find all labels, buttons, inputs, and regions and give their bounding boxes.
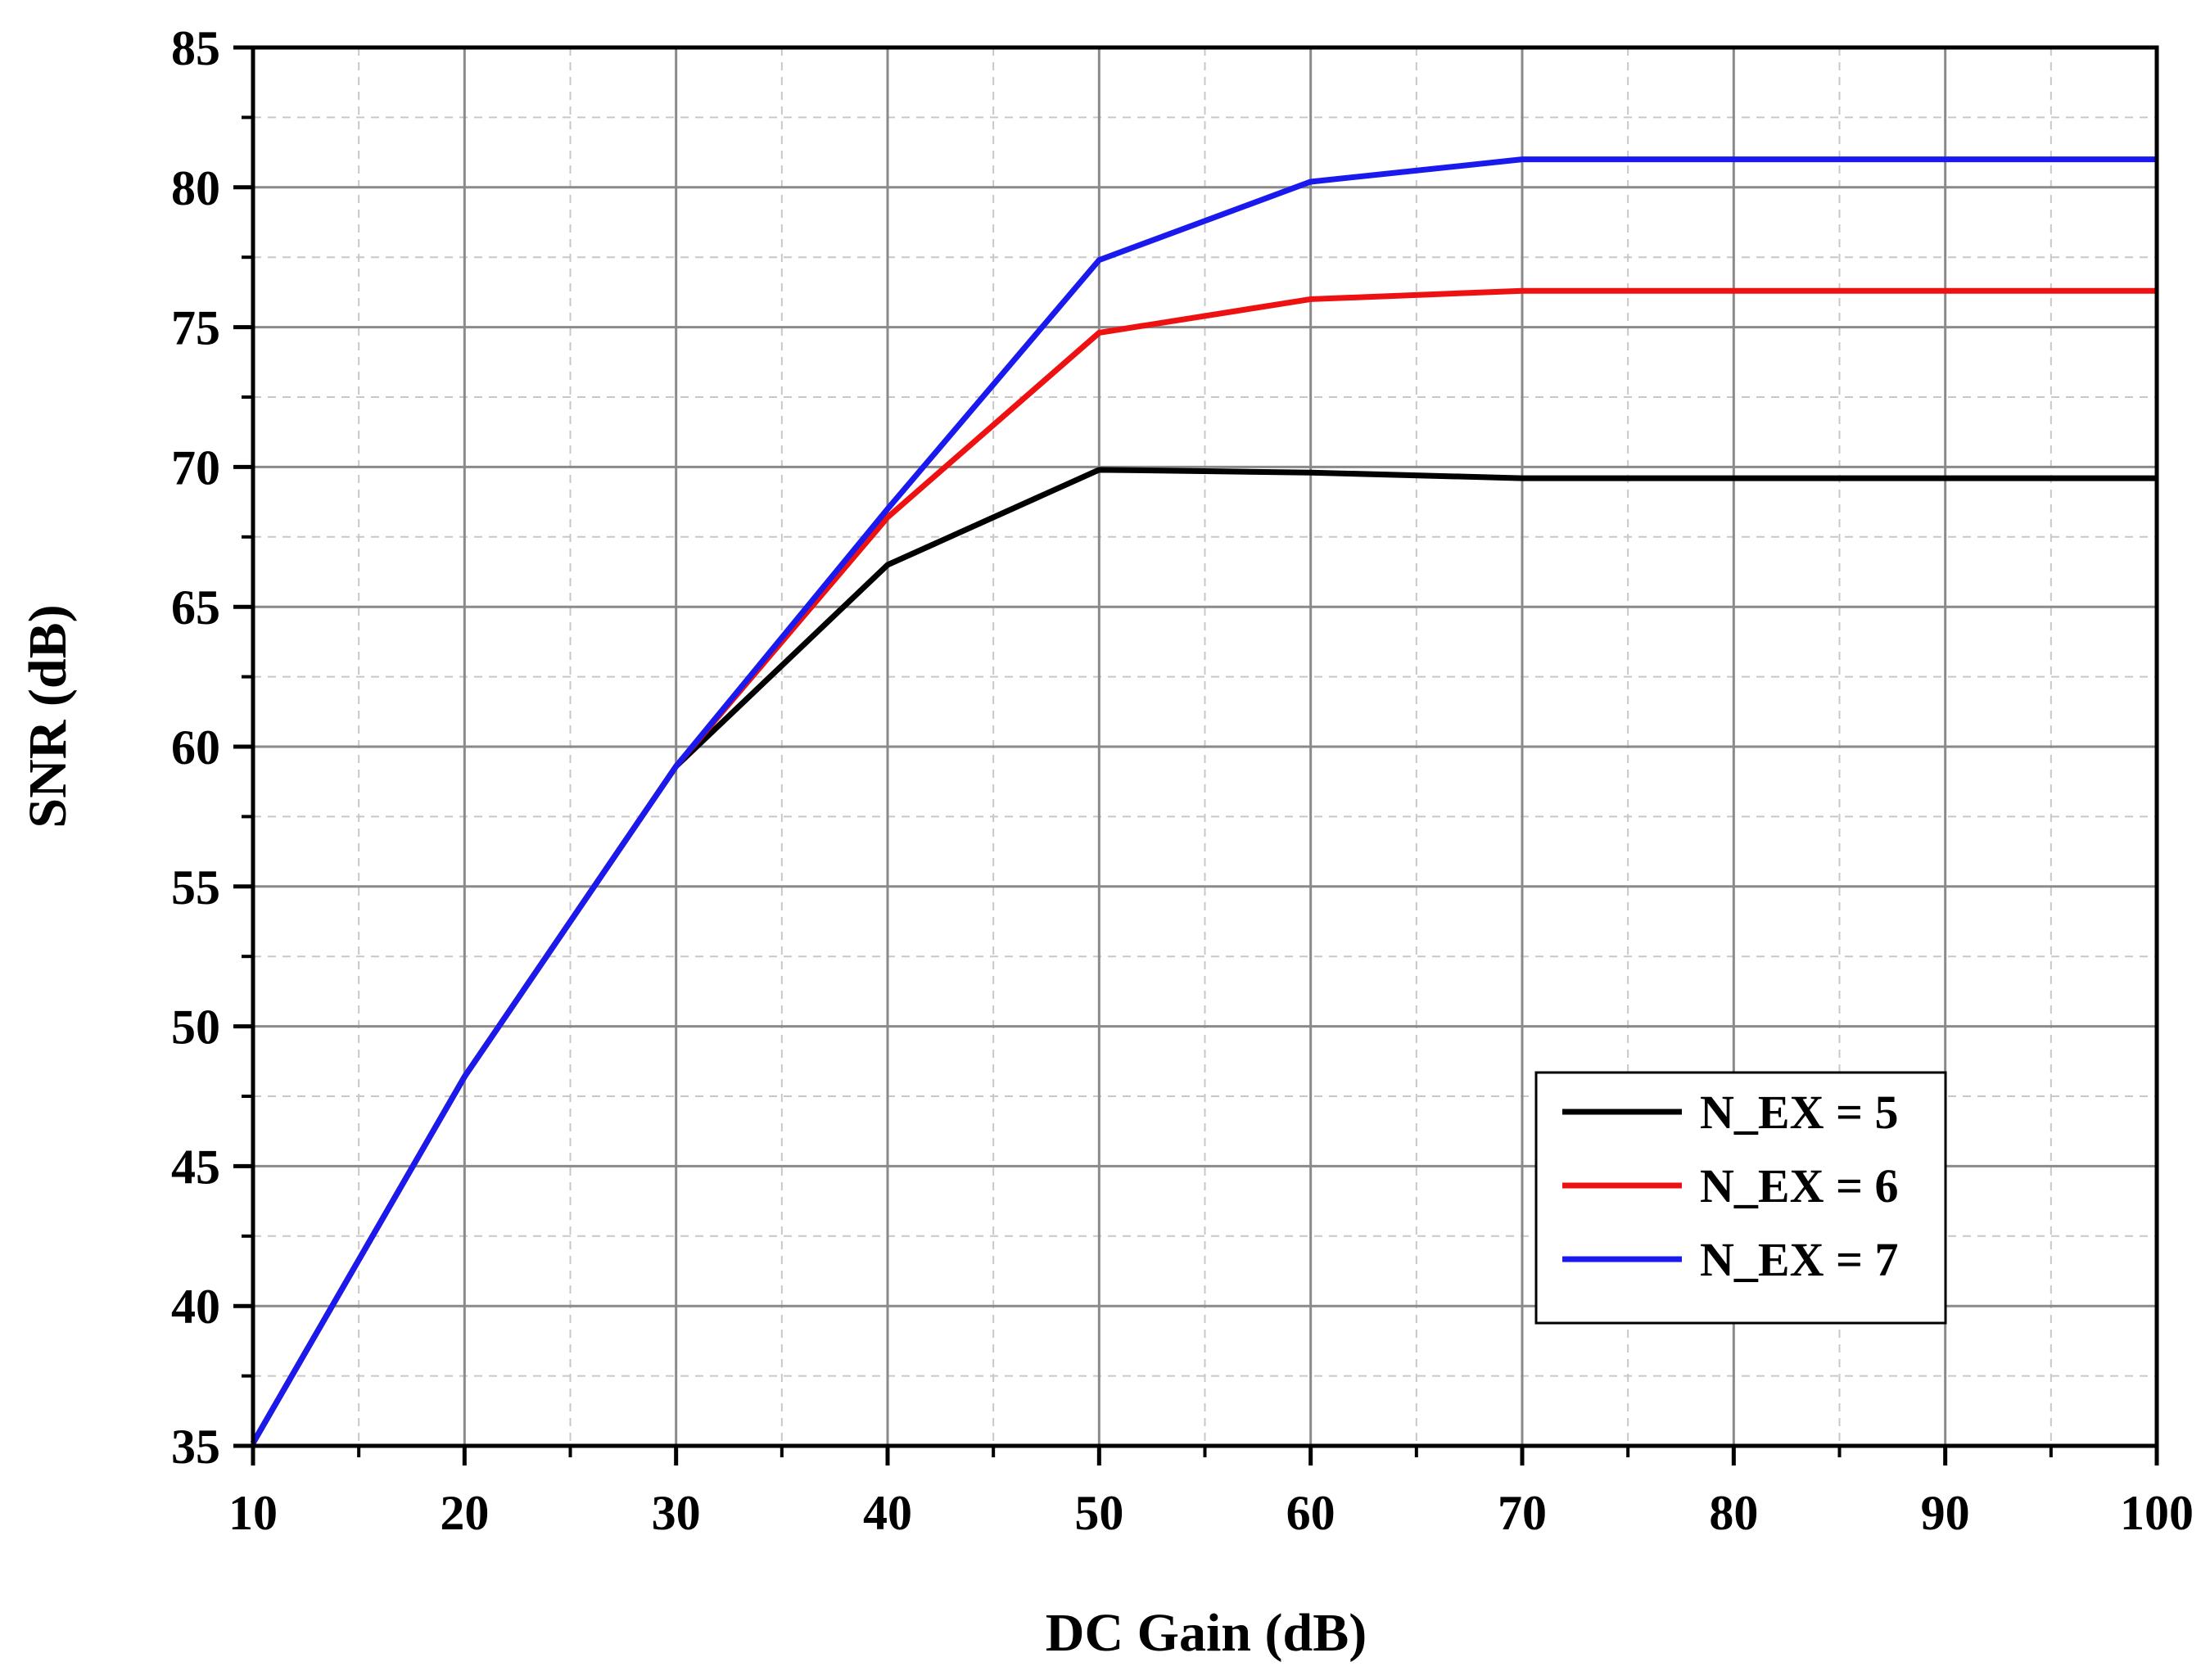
x-tick-label: 30 — [652, 1486, 701, 1540]
legend: N_EX = 5 N_EX = 6 N_EX = 7 — [1534, 1071, 1947, 1325]
y-tick-label: 50 — [171, 1000, 220, 1055]
legend-label-3: N_EX = 7 — [1700, 1233, 1899, 1286]
y-tick-label: 70 — [171, 440, 220, 495]
series-lines — [250, 156, 2157, 1445]
y-tick-label: 75 — [171, 301, 220, 355]
y-tick-label: 35 — [171, 1420, 220, 1474]
x-tick-label: 70 — [1498, 1486, 1547, 1540]
series-line-3 — [250, 156, 2157, 1445]
y-tick-label: 40 — [171, 1280, 220, 1334]
x-tick-label: 80 — [1709, 1486, 1758, 1540]
y-tick-label: 85 — [171, 21, 220, 75]
x-tick-label: 90 — [1921, 1486, 1970, 1540]
x-tick-label: 20 — [440, 1486, 489, 1540]
x-axis-title: DC Gain (dB) — [1046, 1603, 1367, 1663]
tick-labels: 10 20 30 40 50 60 70 80 90 100 35 40 45 50 55 60 65 70 75 8… — [171, 21, 2194, 1540]
legend-label-2: N_EX = 6 — [1700, 1159, 1899, 1213]
x-tick-label: 100 — [2120, 1486, 2194, 1540]
legend-label-1: N_EX = 5 — [1700, 1086, 1899, 1139]
y-tick-label: 60 — [171, 720, 220, 775]
y-tick-label: 80 — [171, 161, 220, 215]
axes — [233, 45, 2159, 1465]
x-tick-label: 60 — [1286, 1486, 1335, 1540]
y-tick-label: 45 — [171, 1140, 220, 1194]
x-tick-label: 40 — [863, 1486, 912, 1540]
y-axis-title: SNR (dB) — [18, 604, 78, 828]
y-tick-label: 65 — [171, 580, 220, 635]
x-tick-label: 50 — [1074, 1486, 1123, 1540]
x-tick-label: 10 — [228, 1486, 278, 1540]
y-tick-label: 55 — [171, 860, 220, 915]
